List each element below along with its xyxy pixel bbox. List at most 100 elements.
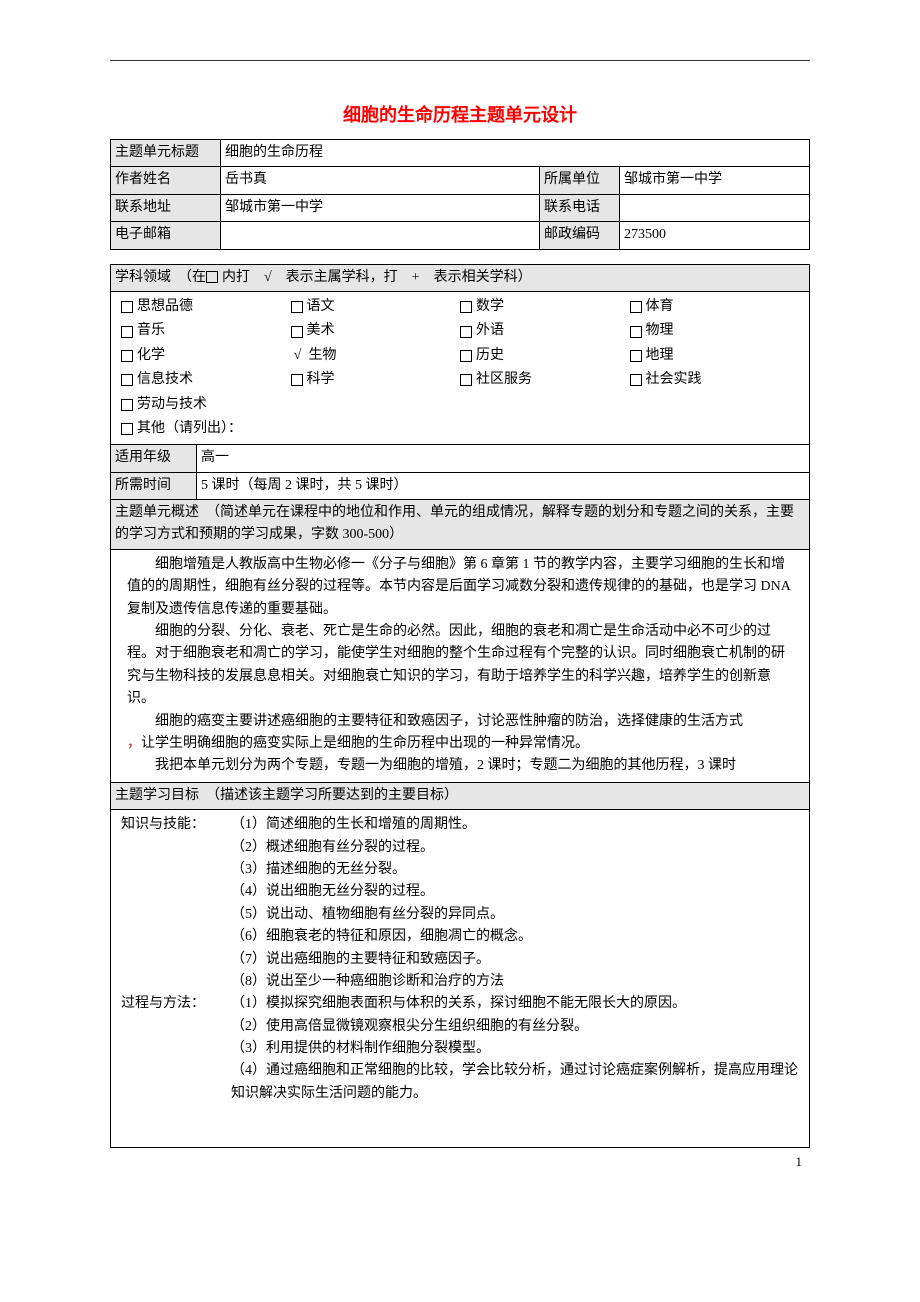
subject-item: 体育: [630, 296, 800, 318]
objective-item: （5）说出动、植物细胞有丝分裂的异同点。: [231, 904, 799, 926]
subject-item: 物理: [630, 320, 800, 342]
subject-label: 物理: [646, 320, 674, 342]
meta-value: [221, 222, 540, 249]
table-row: 作者姓名 岳书真 所属单位 邹城市第一中学: [111, 167, 810, 194]
checkbox-icon: [121, 326, 133, 338]
subject-item: 化学: [121, 345, 291, 367]
subject-label: 信息技术: [137, 369, 193, 391]
meta-label: 联系地址: [111, 194, 221, 221]
checkbox-icon: [460, 301, 472, 313]
objective-group-label: 知识与技能：: [121, 814, 231, 836]
subject-label: 思想品德: [137, 296, 193, 318]
meta-label: 作者姓名: [111, 167, 221, 194]
overview-paragraph: 细胞的癌变主要讲述癌细胞的主要特征和致癌因子，讨论恶性肿瘤的防治，选择健康的生活…: [121, 711, 799, 733]
objective-group-label: [121, 949, 231, 971]
subject-item: 劳动与技术: [121, 394, 291, 416]
objective-group-label: [121, 859, 231, 881]
meta-label: 所属单位: [539, 167, 619, 194]
subject-item: 美术: [291, 320, 461, 342]
objective-item: （3）描述细胞的无丝分裂。: [231, 859, 799, 881]
objective-item: （4）通过癌细胞和正常细胞的比较，学会比较分析，通过讨论癌症案例解析，提高应用理…: [231, 1060, 799, 1105]
objective-group-label: [121, 904, 231, 926]
objectives-body: 知识与技能：（1）简述细胞的生长和增殖的周期性。（2）概述细胞有丝分裂的过程。（…: [111, 810, 810, 1148]
time-label: 所需时间: [111, 472, 197, 499]
objective-row: （7）说出癌细胞的主要特征和致癌因子。: [121, 949, 799, 971]
objective-item: （1）简述细胞的生长和增殖的周期性。: [231, 814, 799, 836]
subject-item: 信息技术: [121, 369, 291, 391]
subject-label: 社区服务: [476, 369, 532, 391]
table-row: 细胞增殖是人教版高中生物必修一《分子与细胞》第 6 章第 1 节的教学内容，主要…: [111, 549, 810, 782]
subject-grid: 思想品德语文数学体育音乐美术外语物理化学√生物历史地理信息技术科学社区服务社会实…: [115, 294, 805, 442]
subject-item: 历史: [460, 345, 630, 367]
checkbox-icon: [291, 326, 303, 338]
objective-item: （1）模拟探究细胞表面积与体积的关系，探讨细胞不能无限长大的原因。: [231, 993, 799, 1015]
table-row: 主题学习目标 （描述该主题学习所要达到的主要目标）: [111, 782, 810, 809]
table-row: 主题单元概述 （简述单元在课程中的地位和作用、单元的组成情况，解释专题的划分和专…: [111, 500, 810, 550]
objective-group-label: [121, 1016, 231, 1038]
objective-item: （3）利用提供的材料制作细胞分裂模型。: [231, 1038, 799, 1060]
meta-table: 主题单元标题 细胞的生命历程 作者姓名 岳书真 所属单位 邹城市第一中学 联系地…: [110, 139, 810, 250]
objective-item: （4）说出细胞无丝分裂的过程。: [231, 881, 799, 903]
objective-row: （6）细胞衰老的特征和原因，细胞凋亡的概念。: [121, 926, 799, 948]
table-row: 电子邮箱 邮政编码 273500: [111, 222, 810, 249]
checkbox-icon: [630, 374, 642, 386]
checkbox-icon: [121, 301, 133, 313]
document-page: 细胞的生命历程主题单元设计 主题单元标题 细胞的生命历程 作者姓名 岳书真 所属…: [0, 0, 920, 1188]
subject-item: √生物: [291, 345, 461, 367]
objective-item: （2）概述细胞有丝分裂的过程。: [231, 837, 799, 859]
meta-label: 邮政编码: [539, 222, 619, 249]
objective-item: （7）说出癌细胞的主要特征和致癌因子。: [231, 949, 799, 971]
subject-item: 社区服务: [460, 369, 630, 391]
objectives-header: 主题学习目标 （描述该主题学习所要达到的主要目标）: [111, 782, 810, 809]
objective-item: （8）说出至少一种癌细胞诊断和治疗的方法: [231, 971, 799, 993]
checkbox-icon: [206, 271, 218, 283]
objective-group-label: [121, 971, 231, 993]
subject-item: 思想品德: [121, 296, 291, 318]
subject-item: 外语: [460, 320, 630, 342]
checkbox-icon: [630, 301, 642, 313]
subject-label: 体育: [646, 296, 674, 318]
objective-row: （4）说出细胞无丝分裂的过程。: [121, 881, 799, 903]
objective-row: （2）概述细胞有丝分裂的过程。: [121, 837, 799, 859]
domain-header: 学科领域 （在内打 √ 表示主属学科，打 + 表示相关学科）: [111, 264, 810, 291]
meta-value: 邹城市第一中学: [619, 167, 809, 194]
subject-item: 语文: [291, 296, 461, 318]
subject-item: [291, 394, 461, 416]
grade-label: 适用年级: [111, 445, 197, 472]
subject-label: 外语: [476, 320, 504, 342]
objective-group-label: [121, 881, 231, 903]
subject-label: 化学: [137, 345, 165, 367]
subject-label: 数学: [476, 296, 504, 318]
subject-item: [630, 394, 800, 416]
overview-text: 让学生明确细胞的癌变实际上是细胞的生命历程中出现的一种异常情况。: [141, 736, 589, 751]
checkbox-icon: [121, 399, 133, 411]
objective-row: （4）通过癌细胞和正常细胞的比较，学会比较分析，通过讨论癌症案例解析，提高应用理…: [121, 1060, 799, 1105]
objective-group-label: [121, 1038, 231, 1060]
meta-label: 联系电话: [539, 194, 619, 221]
table-row: 主题单元标题 细胞的生命历程: [111, 140, 810, 167]
checkbox-icon: [460, 350, 472, 362]
objective-item: （6）细胞衰老的特征和原因，细胞凋亡的概念。: [231, 926, 799, 948]
meta-value: 273500: [619, 222, 809, 249]
subject-item: 社会实践: [630, 369, 800, 391]
checkbox-icon: [460, 326, 472, 338]
table-row: 联系地址 邹城市第一中学 联系电话: [111, 194, 810, 221]
red-mark: ，: [127, 736, 141, 751]
objective-row: （3）描述细胞的无丝分裂。: [121, 859, 799, 881]
subject-item: 其他（请列出）：: [121, 418, 291, 440]
subject-cell: 思想品德语文数学体育音乐美术外语物理化学√生物历史地理信息技术科学社区服务社会实…: [111, 291, 810, 444]
checkbox-icon: [460, 374, 472, 386]
objective-item: （2）使用高倍显微镜观察根尖分生组织细胞的有丝分裂。: [231, 1016, 799, 1038]
checkbox-icon: [291, 301, 303, 313]
objective-group-label: [121, 837, 231, 859]
overview-paragraph: ，让学生明确细胞的癌变实际上是细胞的生命历程中出现的一种异常情况。: [121, 733, 799, 755]
objective-row: （5）说出动、植物细胞有丝分裂的异同点。: [121, 904, 799, 926]
subject-label: 历史: [476, 345, 504, 367]
page-title: 细胞的生命历程主题单元设计: [110, 101, 810, 127]
subject-label: 生物: [309, 345, 337, 367]
checkbox-icon: [121, 374, 133, 386]
top-rule: [110, 60, 810, 61]
overview-paragraph: 我把本单元划分为两个专题，专题一为细胞的增殖，2 课时；专题二为细胞的其他历程，…: [121, 755, 799, 777]
objective-group-label: [121, 926, 231, 948]
overview-header: 主题单元概述 （简述单元在课程中的地位和作用、单元的组成情况，解释专题的划分和专…: [111, 500, 810, 550]
